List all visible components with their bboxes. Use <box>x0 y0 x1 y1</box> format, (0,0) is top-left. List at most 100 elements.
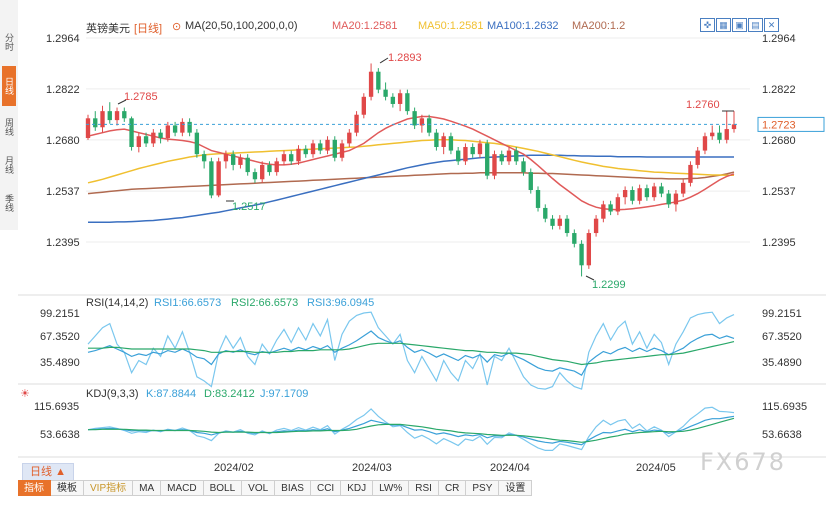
candle-body <box>586 233 592 266</box>
rsi-axis-label: 99.2151 <box>40 308 80 320</box>
window-icon[interactable]: ▣ <box>732 18 747 32</box>
tab-settings[interactable]: 设置 <box>499 480 533 496</box>
candle-body <box>710 132 715 137</box>
rsi1-line <box>87 330 735 377</box>
candle-body <box>354 114 359 133</box>
ma50-line <box>87 139 734 184</box>
tab-macd[interactable]: MACD <box>161 480 204 496</box>
watermark: FX678 <box>700 448 787 476</box>
rsi1-value: RSI1:66.6573 <box>154 297 221 309</box>
candle-body <box>187 121 192 133</box>
tab-lw[interactable]: LW% <box>373 480 410 496</box>
kdj-settings-icon[interactable]: ☀ <box>20 388 30 400</box>
candle-body <box>601 204 606 219</box>
tab-cr[interactable]: CR <box>438 480 467 496</box>
close-icon[interactable]: ✕ <box>764 18 779 32</box>
candle-body <box>477 143 483 155</box>
date-label: 2024/02 <box>214 462 254 474</box>
price-label-right: 1.2822 <box>762 84 796 96</box>
kdj-k-value: K:87.8844 <box>146 388 196 400</box>
candle-body <box>223 154 229 162</box>
candle-body <box>180 121 185 133</box>
crosshair-icon[interactable]: ✜ <box>700 18 715 32</box>
candle-body <box>376 71 381 90</box>
tab-vip-indicators[interactable]: VIP指标 <box>84 480 134 496</box>
price-label-left: 1.2537 <box>46 186 80 198</box>
kdj-axis-label: 53.6638 <box>40 429 80 441</box>
price-label-right: 1.2537 <box>762 186 796 198</box>
candle-body <box>528 172 533 191</box>
candle-body <box>274 161 279 173</box>
price-label-left: 1.2822 <box>46 84 80 96</box>
sidebar: 分时 日线 周线 月线 季线 <box>0 0 18 230</box>
candle-body <box>143 136 149 144</box>
rsi-axis-label: 35.4890 <box>40 357 80 369</box>
kdj-k-line <box>87 415 735 446</box>
tab-bias[interactable]: BIAS <box>275 480 311 496</box>
ma100-line <box>88 154 734 224</box>
candle-body <box>347 132 352 144</box>
rsi2-value: RSI2:66.6573 <box>231 297 298 309</box>
tab-cci[interactable]: CCI <box>310 480 342 496</box>
candle-body <box>434 132 439 147</box>
candle-body <box>651 186 657 198</box>
candle-body <box>245 157 250 173</box>
tab-rsi[interactable]: RSI <box>409 480 439 496</box>
rsi-axis-label: 35.4890 <box>762 357 802 369</box>
candle-body <box>456 150 461 162</box>
candle-body <box>666 193 671 205</box>
candle-body <box>644 188 650 198</box>
candle-body <box>470 146 475 155</box>
sidebar-tab-daily[interactable]: 日线 <box>2 66 16 106</box>
tab-kdj[interactable]: KDJ <box>341 480 374 496</box>
candle-body <box>209 161 214 196</box>
candle-body <box>615 197 621 212</box>
candle-body <box>630 190 635 201</box>
candle-body <box>579 243 584 266</box>
candle-body <box>731 124 737 130</box>
tab-indicators[interactable]: 指标 <box>18 480 51 496</box>
candle-body <box>724 129 729 140</box>
period-selector-button[interactable]: 日线 ▲ <box>22 463 74 481</box>
rsi-axis-label: 67.3520 <box>762 331 802 343</box>
candle-body <box>158 132 163 139</box>
price-label-right: 1.2964 <box>762 33 796 45</box>
candle-body <box>296 148 301 162</box>
ma20-value: MA20:1.2581 <box>332 20 398 32</box>
annotation-pointer <box>585 275 595 281</box>
ma-params[interactable]: MA(20,50,100,200,0,0) <box>185 20 298 32</box>
candle-body <box>383 89 388 97</box>
candle-body <box>543 207 548 219</box>
grid-icon[interactable]: ▦ <box>716 18 731 32</box>
price-label-left: 1.2680 <box>46 135 80 147</box>
sidebar-tab-quarterly[interactable]: 季线 <box>4 194 14 212</box>
tab-psy[interactable]: PSY <box>466 480 500 496</box>
symbol-title: 英镑美元 <box>86 23 130 35</box>
rsi3-line <box>87 311 735 390</box>
candle-body <box>230 154 236 165</box>
candle-body <box>201 154 207 162</box>
sidebar-tab-intraday[interactable]: 分时 <box>4 33 14 51</box>
annotation-low-2: 1.2299 <box>592 279 626 291</box>
tab-boll[interactable]: BOLL <box>203 480 243 496</box>
candle-body <box>85 118 91 139</box>
candle-body <box>412 111 417 126</box>
sidebar-tab-weekly[interactable]: 周线 <box>4 118 14 136</box>
settings-icon[interactable]: ▤ <box>748 18 763 32</box>
tab-templates[interactable]: 模板 <box>51 480 84 496</box>
kdj-axis-label: 53.6638 <box>762 429 802 441</box>
indicator-tab-bar: 指标 模板 VIP指标 MA MACD BOLL VOL BIAS CCI KD… <box>18 480 533 496</box>
candle-body <box>289 154 294 162</box>
kdj-title: KDJ(9,3,3) <box>86 388 139 400</box>
candle-body <box>252 172 258 180</box>
rsi-axis-label: 99.2151 <box>762 308 802 320</box>
candle-body <box>492 154 497 176</box>
price-label-left: 1.2964 <box>46 33 80 45</box>
candle-body <box>688 164 693 183</box>
ma200-value: MA200:1.2 <box>572 20 626 32</box>
tab-ma[interactable]: MA <box>133 480 162 496</box>
tab-vol[interactable]: VOL <box>242 480 276 496</box>
sidebar-tab-monthly[interactable]: 月线 <box>4 156 14 174</box>
